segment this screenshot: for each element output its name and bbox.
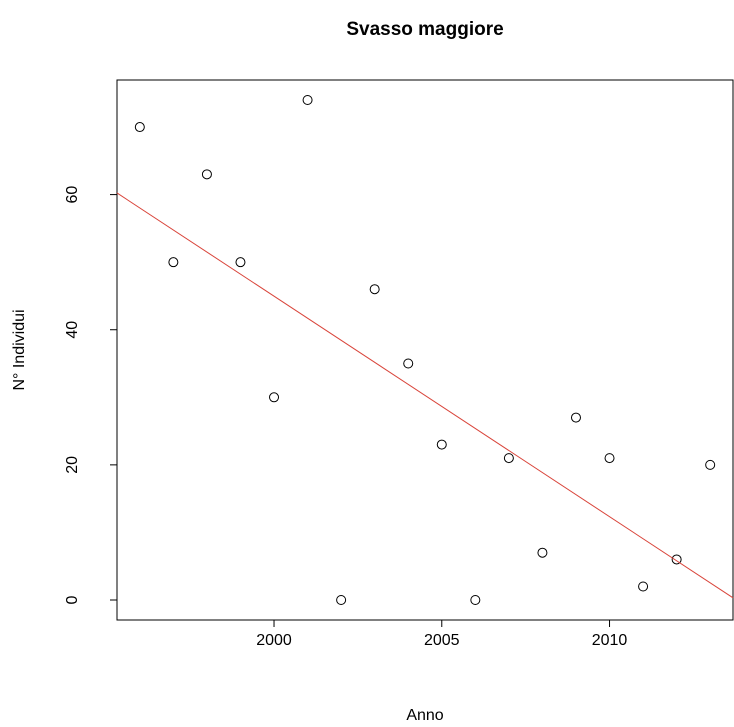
point (369, 284, 380, 295)
x-tick-label: 2005 (424, 632, 460, 649)
x-tick-label: 2010 (592, 632, 628, 649)
plot-frame (116, 79, 734, 621)
point (336, 595, 347, 605)
point (503, 453, 514, 464)
point (671, 554, 682, 565)
point (168, 257, 179, 268)
point (403, 358, 414, 369)
point (604, 453, 615, 464)
point (570, 412, 581, 423)
point (201, 169, 212, 180)
point (269, 392, 280, 403)
point (235, 257, 246, 268)
point (302, 95, 313, 105)
y-tick-label: 20 (64, 456, 81, 474)
y-tick-label: 60 (64, 186, 81, 204)
y-tick-label: 0 (64, 595, 81, 604)
point (436, 439, 447, 450)
x-tick-label: 2000 (256, 632, 292, 649)
point (537, 547, 548, 558)
x-axis-label: Anno (406, 707, 443, 724)
point (134, 122, 145, 133)
y-tick-label: 40 (64, 321, 81, 339)
y-axis-label: N° Individui (11, 309, 28, 390)
point (470, 595, 481, 605)
point (705, 459, 716, 470)
chart-title: Svasso maggiore (346, 19, 503, 40)
point (638, 581, 649, 592)
trend-line (116, 192, 734, 599)
